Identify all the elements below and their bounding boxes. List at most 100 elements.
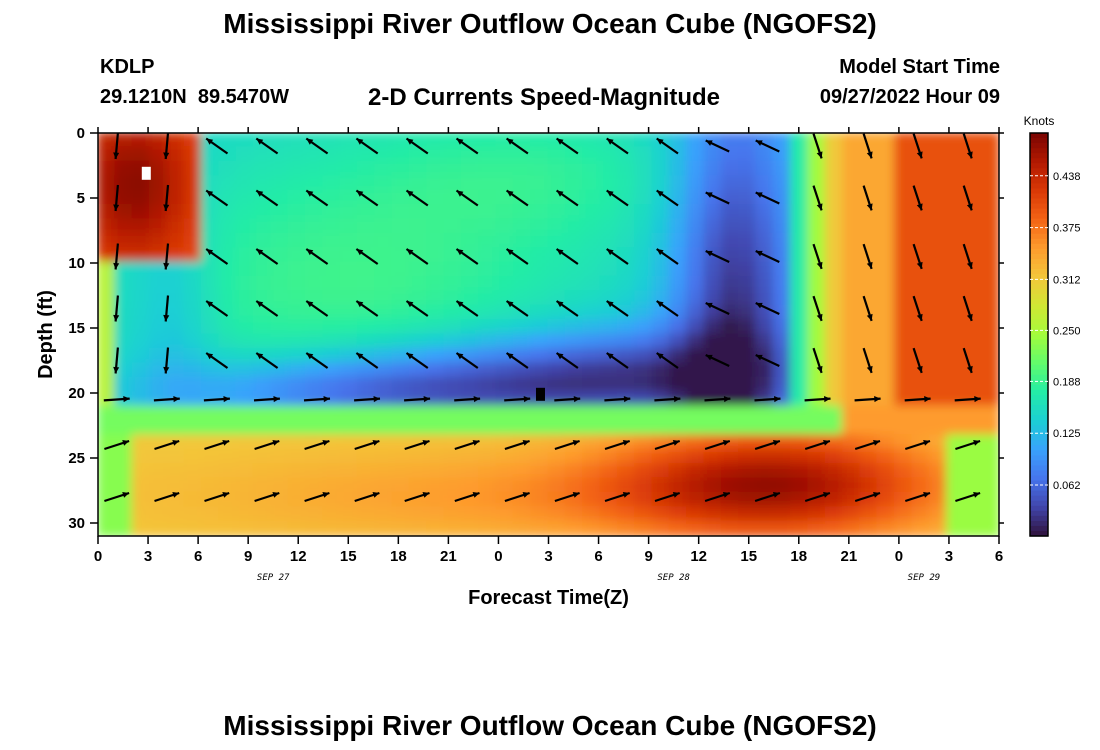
colorbar-segment	[1030, 269, 1048, 275]
heat-cell	[322, 333, 342, 350]
heat-cell	[720, 275, 741, 293]
heat-cell	[911, 347, 931, 365]
heat-cell	[582, 319, 602, 336]
heat-cell	[183, 362, 203, 379]
heat-cell	[547, 477, 567, 494]
heat-cell	[270, 204, 290, 221]
heat-cell	[876, 347, 896, 365]
heat-cell	[391, 376, 411, 394]
heat-cell	[928, 419, 948, 437]
heat-cell	[304, 319, 325, 336]
heat-cell	[201, 275, 221, 293]
heat-cell	[114, 347, 134, 365]
heat-cell	[824, 290, 844, 307]
heat-cell	[408, 477, 429, 494]
heat-cell	[374, 232, 394, 250]
heat-cell	[426, 290, 446, 307]
heat-cell	[98, 362, 117, 379]
heat-cell	[495, 477, 515, 494]
heat-cell	[720, 347, 741, 365]
current-arrowhead	[306, 190, 314, 197]
heat-cell	[339, 133, 359, 149]
heat-cell	[651, 319, 671, 336]
heat-cell	[530, 405, 550, 422]
heat-cell	[270, 405, 290, 422]
heat-cell	[235, 189, 255, 206]
heat-cell	[408, 261, 429, 278]
current-arrowhead	[556, 190, 564, 197]
heat-cell	[530, 506, 550, 523]
colorbar-segment	[1030, 208, 1048, 215]
heat-cell	[876, 247, 896, 264]
heat-cell	[616, 204, 637, 221]
heat-cell	[131, 261, 151, 278]
heat-cell	[287, 477, 307, 494]
colorbar-segment	[1030, 188, 1048, 195]
heat-cell	[408, 463, 429, 480]
heat-cell	[824, 463, 844, 480]
heat-cell	[928, 275, 948, 293]
heat-cell	[218, 232, 238, 250]
heat-cell	[547, 463, 567, 480]
heat-cell	[980, 304, 999, 322]
current-arrowhead	[966, 151, 973, 159]
heat-cell	[391, 133, 411, 149]
heat-cell	[478, 133, 498, 149]
heat-cell	[616, 319, 637, 336]
heat-cell	[876, 391, 896, 408]
heat-cell	[894, 405, 914, 422]
heat-cell	[426, 204, 446, 221]
heat-cell	[270, 304, 290, 322]
heat-cell	[356, 376, 377, 394]
current-arrowhead	[755, 140, 763, 146]
heat-cell	[512, 419, 533, 437]
colorbar-segment	[1030, 530, 1048, 537]
colorbar-segment	[1030, 510, 1048, 517]
y-tick-label: 20	[68, 385, 85, 402]
heat-cell	[928, 463, 948, 480]
heat-cell	[478, 232, 498, 250]
colorbar-segment	[1030, 364, 1048, 371]
heat-cell	[201, 333, 221, 350]
heat-cell	[252, 333, 273, 350]
heat-cell	[963, 261, 983, 278]
heat-cell	[946, 448, 966, 465]
heat-cell	[859, 218, 879, 235]
heat-cell	[252, 133, 273, 149]
heat-cell	[443, 463, 463, 480]
heat-cell	[634, 376, 654, 394]
colorbar-segment	[1030, 389, 1048, 396]
heat-cell	[356, 175, 377, 192]
heat-cell	[374, 146, 394, 163]
heat-cell	[599, 218, 619, 235]
heat-cell	[894, 204, 914, 221]
heat-cell	[703, 419, 723, 437]
heat-cell	[391, 491, 411, 509]
heat-cell	[599, 232, 619, 250]
heat-cell	[131, 333, 151, 350]
heat-cell	[131, 434, 151, 451]
heat-cell	[391, 463, 411, 480]
colorbar-segment	[1030, 450, 1048, 456]
heat-cell	[149, 261, 169, 278]
heat-cell	[911, 376, 931, 394]
heat-cell	[304, 218, 325, 235]
heat-cell	[599, 520, 619, 536]
y-tick-label: 5	[77, 190, 85, 207]
heat-cell	[980, 520, 999, 536]
heat-cell	[339, 204, 359, 221]
heat-cell	[114, 319, 134, 336]
heat-cell	[339, 520, 359, 536]
heat-cell	[98, 218, 117, 235]
heat-cell	[218, 204, 238, 221]
heat-cell	[183, 434, 203, 451]
heat-cell	[252, 319, 273, 336]
heat-cell	[201, 261, 221, 278]
heat-cell	[686, 304, 706, 322]
heat-cell	[928, 448, 948, 465]
heat-cell	[738, 261, 758, 278]
heat-cell	[582, 275, 602, 293]
heat-cell	[634, 347, 654, 365]
colorbar-segment	[1030, 168, 1048, 174]
heat-cell	[686, 391, 706, 408]
